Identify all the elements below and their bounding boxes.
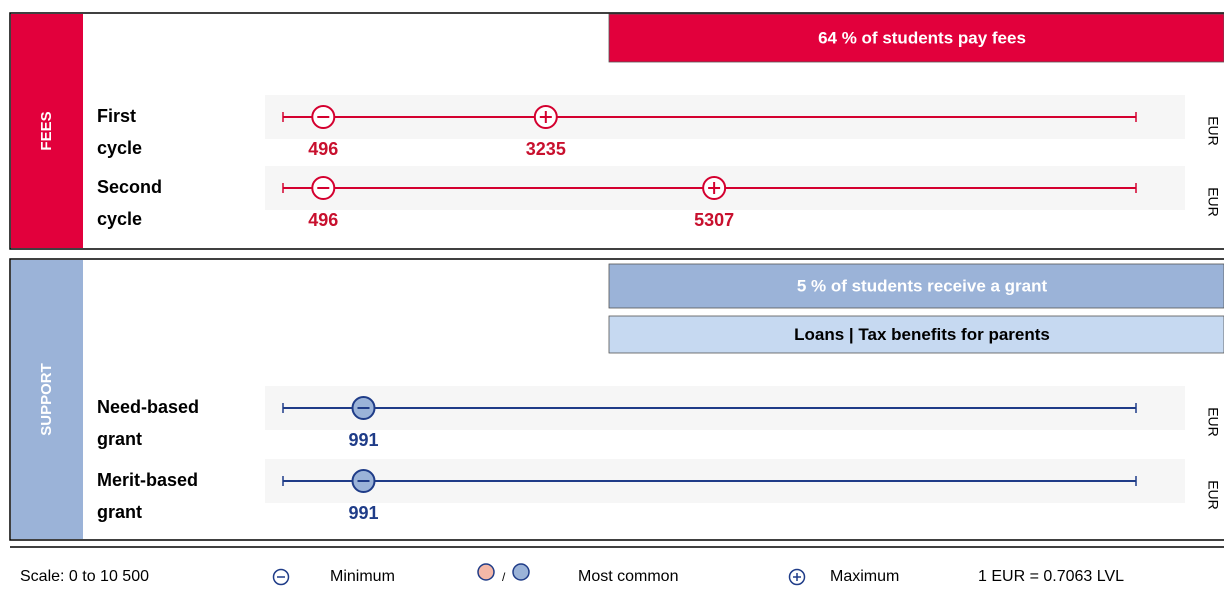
legend-maximum: Maximum [830, 568, 899, 585]
minimum-marker [351, 396, 376, 420]
value-label: 3235 [526, 139, 566, 159]
maximum-marker [702, 176, 727, 200]
row-label: Need-based [97, 397, 199, 417]
legend-min-icon [272, 568, 290, 586]
unit: EUR [1205, 187, 1221, 217]
value-label: 991 [348, 430, 378, 450]
section-sidebar [11, 260, 83, 539]
legend-max-icon [788, 568, 806, 586]
legend-scale: Scale: 0 to 10 500 [20, 568, 149, 585]
minimum-marker [311, 105, 336, 129]
row-label: Second [97, 177, 162, 197]
banner [608, 13, 1224, 63]
row-label: Merit-based [97, 470, 198, 490]
value-label: 991 [348, 503, 378, 523]
banner-text: Loans | Tax benefits for parents [794, 325, 1050, 344]
row-label: cycle [97, 209, 142, 229]
legend-minimum: Minimum [330, 568, 395, 585]
value-label: 496 [308, 139, 338, 159]
minimum-marker [311, 176, 336, 200]
row-label: First [97, 106, 136, 126]
section-sidebar [11, 14, 83, 248]
legend-common-support [512, 563, 530, 581]
row-label: grant [97, 502, 142, 522]
section-label: FEES [38, 111, 55, 150]
unit: EUR [1205, 480, 1221, 510]
minimum-marker [351, 469, 376, 493]
value-label: 496 [308, 210, 338, 230]
banner [608, 263, 1224, 309]
banner-text: 64 % of students pay fees [818, 28, 1026, 47]
row-label: grant [97, 429, 142, 449]
value-label: 5307 [694, 210, 734, 230]
banner [608, 315, 1224, 354]
legend-rate: 1 EUR = 0.7063 LVL [978, 568, 1124, 585]
legend-most-common: Most common [578, 568, 678, 585]
row-label: cycle [97, 138, 142, 158]
banner-text: 5 % of students receive a grant [797, 276, 1048, 295]
unit: EUR [1205, 407, 1221, 437]
section-label: SUPPORT [38, 363, 55, 436]
maximum-marker [533, 105, 558, 129]
unit: EUR [1205, 116, 1221, 146]
legend-separator: / [502, 570, 506, 584]
legend-common-fees [477, 563, 495, 581]
